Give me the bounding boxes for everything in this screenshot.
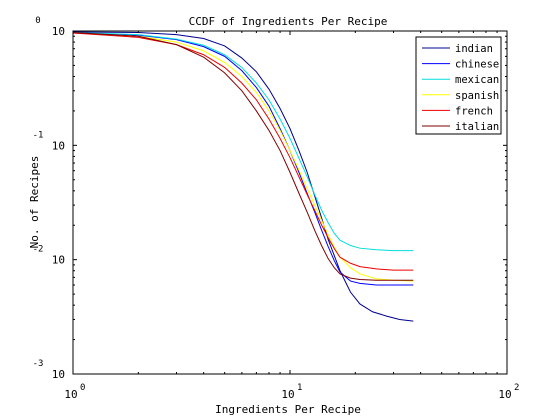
x-tick-label-base: 10: [281, 388, 294, 401]
legend: indian chinese mexican spanish french italian: [415, 36, 502, 135]
series-line-indian: [72, 31, 414, 322]
x-axis-label: Ingredients Per Recipe: [215, 403, 361, 416]
y-tick-label-exponent: -1: [33, 130, 44, 140]
legend-label-italian: italian: [455, 121, 499, 133]
y-tick-label-base: 10: [52, 25, 65, 38]
y-tick-label-exponent: 0: [35, 16, 40, 26]
x-tick-label-base: 10: [64, 388, 77, 401]
chart-title: CCDF of Ingredients Per Recipe: [189, 15, 388, 28]
y-tick-label-exponent: -3: [33, 359, 44, 369]
series-line-italian: [72, 32, 414, 281]
y-tick-label-base: 10: [52, 254, 65, 267]
legend-label-french: french: [455, 105, 493, 117]
series-line-spanish: [72, 32, 414, 282]
x-tick-label-base: 10: [498, 388, 511, 401]
legend-label-mexican: mexican: [455, 74, 499, 86]
legend-label-spanish: spanish: [455, 90, 499, 102]
legend-label-chinese: chinese: [455, 59, 499, 71]
y-tick-label-exponent: -2: [33, 245, 44, 255]
y-tick-label-base: 10: [52, 139, 65, 152]
series-line-french: [72, 32, 414, 271]
series-line-chinese: [72, 32, 414, 286]
x-tick-label-exponent: 0: [80, 383, 85, 393]
y-axis-label: No. of Recipes: [28, 156, 41, 249]
legend-label-indian: indian: [455, 43, 493, 55]
y-tick-label-base: 10: [52, 368, 65, 381]
legend-box: [415, 36, 502, 135]
x-tick-label-exponent: 1: [297, 383, 302, 393]
series-line-mexican: [72, 32, 414, 252]
x-tick-label-exponent: 2: [514, 383, 519, 393]
series-layer: [72, 31, 414, 322]
